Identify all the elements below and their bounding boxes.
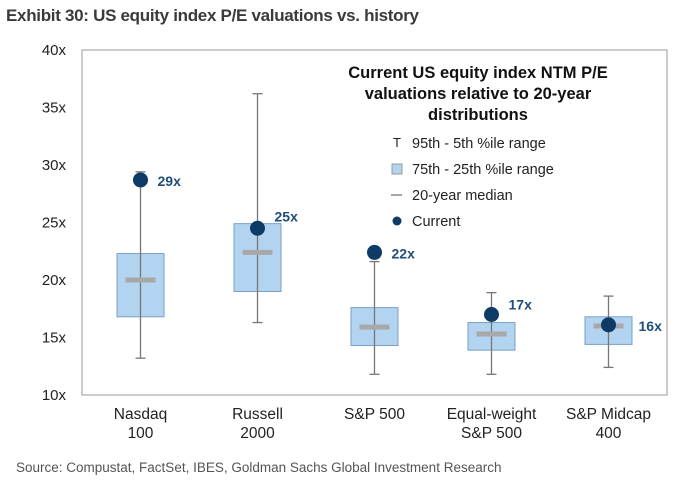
current-dot (133, 172, 148, 188)
x-category-label: Equal-weight (447, 406, 537, 423)
x-category-label: Nasdaq (114, 406, 167, 423)
chart-title: Exhibit 30: US equity index P/E valuatio… (6, 6, 419, 25)
legend-label: Current (412, 214, 460, 230)
y-tick-label: 35x (42, 100, 67, 117)
x-category-label: 100 (128, 425, 154, 442)
current-value-label: 17x (509, 297, 533, 313)
y-tick-label: 30x (42, 157, 67, 174)
x-category-label: S&P Midcap (566, 406, 651, 423)
current-value-label: 25x (275, 208, 299, 224)
current-dot (601, 317, 616, 333)
current-dot (367, 244, 382, 260)
x-category-label: 400 (596, 425, 622, 442)
source-note: Source: Compustat, FactSet, IBES, Goldma… (16, 460, 502, 475)
x-category-label: S&P 500 (344, 406, 405, 423)
x-category-label: S&P 500 (461, 425, 522, 442)
y-tick-label: 40x (42, 42, 67, 59)
chart-subtitle: valuations relative to 20-year (365, 85, 592, 103)
current-value-label: 22x (392, 245, 416, 261)
chart-subtitle: Current US equity index NTM P/E (348, 64, 607, 82)
chart-subtitle: distributions (428, 106, 528, 124)
current-dot (250, 220, 265, 236)
legend-current-icon (392, 216, 402, 226)
current-value-label: 29x (158, 173, 182, 189)
legend-whisker-icon: T (393, 135, 401, 150)
legend-label: 75th - 25th %ile range (412, 162, 554, 178)
current-dot (484, 307, 499, 322)
y-tick-label: 25x (42, 215, 67, 232)
current-value-label: 16x (639, 318, 663, 334)
legend-label: 95th - 5th %ile range (412, 136, 546, 152)
plot-frame (81, 49, 668, 396)
legend-box-icon (391, 163, 403, 175)
x-category-label: Russell (232, 406, 283, 423)
y-tick-label: 20x (42, 272, 67, 289)
legend-label: 20-year median (412, 188, 513, 204)
y-tick-label: 15x (42, 330, 67, 347)
y-tick-label: 10x (42, 387, 67, 404)
x-category-label: 2000 (240, 425, 275, 442)
